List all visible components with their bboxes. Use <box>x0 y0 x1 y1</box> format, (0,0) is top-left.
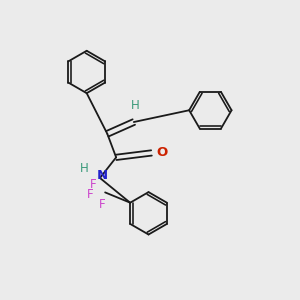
Text: F: F <box>99 198 106 211</box>
Text: F: F <box>86 188 93 201</box>
Text: F: F <box>89 178 96 191</box>
Text: H: H <box>131 99 140 112</box>
Text: H: H <box>80 162 89 175</box>
Text: N: N <box>97 169 108 182</box>
Text: O: O <box>156 146 167 159</box>
